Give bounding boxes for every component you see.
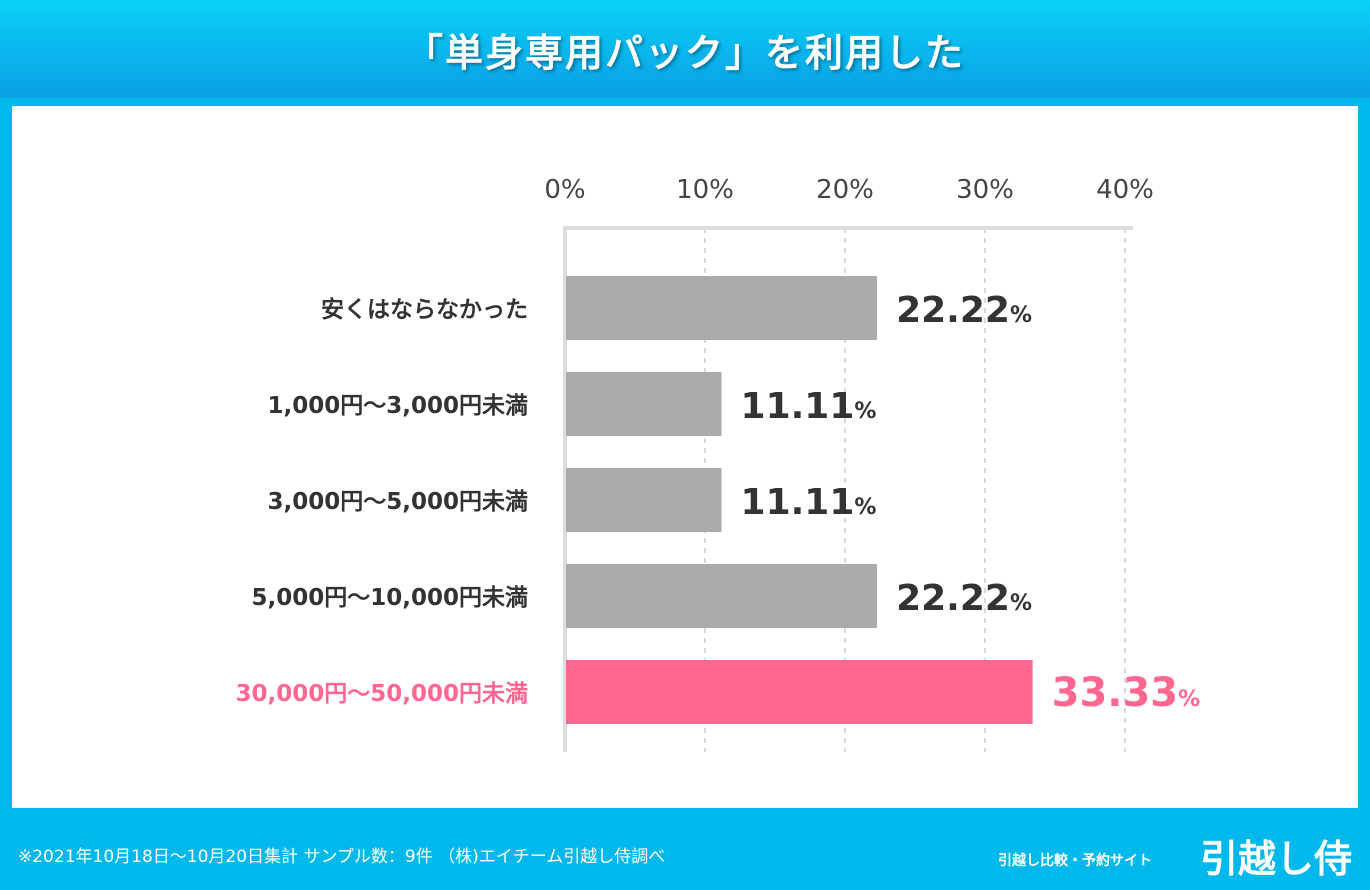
data-label: 22.22% [896, 290, 1032, 331]
bar [566, 660, 1033, 724]
data-label-value: 11.11 [741, 482, 855, 523]
data-label-unit: % [1010, 591, 1032, 616]
data-label-unit: % [854, 399, 876, 424]
data-label-value: 22.22 [896, 290, 1010, 331]
data-label-value: 33.33 [1052, 670, 1179, 716]
bar [566, 564, 878, 628]
data-label: 33.33% [1052, 670, 1201, 716]
bar [566, 372, 722, 436]
x-tick-label: 0% [544, 175, 585, 205]
category-label: 3,000円〜5,000円未満 [267, 489, 528, 515]
data-label-unit: % [1010, 303, 1032, 328]
data-label-unit: % [854, 495, 876, 520]
x-tick-label: 40% [1096, 175, 1154, 205]
data-label-value: 11.11 [741, 386, 855, 427]
data-label: 11.11% [741, 482, 877, 523]
brand-logo: 引越し侍 [1200, 837, 1353, 881]
bar [566, 468, 722, 532]
x-tick-label: 20% [816, 175, 874, 205]
data-label-unit: % [1178, 687, 1200, 712]
data-label: 11.11% [741, 386, 877, 427]
brand-tagline: 引越し比較・予約サイト [998, 853, 1152, 869]
bar [566, 276, 878, 340]
footnote: ※2021年10月18日〜10月20日集計 サンプル数：9件 （株)エイチーム引… [18, 847, 666, 867]
data-label-value: 22.22 [896, 578, 1010, 619]
header: 「単身専用パック」を利用した [0, 0, 1370, 98]
x-tick-label: 10% [676, 175, 734, 205]
category-label: 1,000円〜3,000円未満 [267, 393, 528, 419]
category-label: 30,000円〜50,000円未満 [235, 681, 528, 707]
category-label: 安くはならなかった [321, 296, 528, 323]
category-label: 5,000円〜10,000円未満 [251, 585, 528, 611]
page-title: 「単身専用パック」を利用した [404, 30, 965, 75]
data-label: 22.22% [896, 578, 1032, 619]
x-tick-label: 30% [956, 175, 1014, 205]
